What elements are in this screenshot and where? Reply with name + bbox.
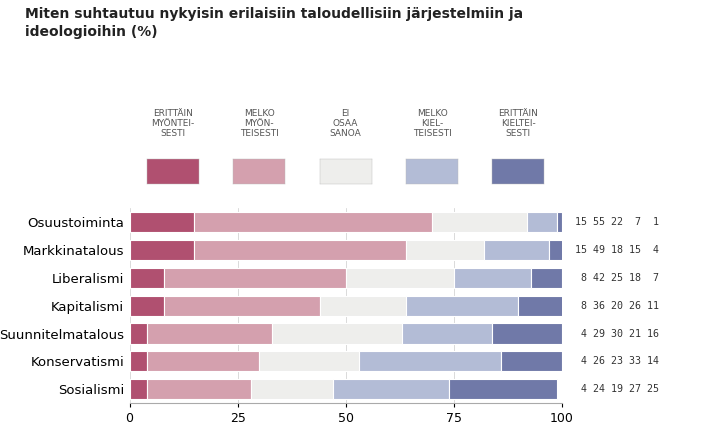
Bar — [484, 240, 549, 260]
Bar — [147, 323, 272, 343]
Text: 15 55 22  7  1: 15 55 22 7 1 — [575, 217, 659, 227]
Bar — [406, 240, 484, 260]
Bar — [194, 240, 406, 260]
Bar — [527, 212, 557, 232]
Bar — [402, 323, 492, 343]
Bar — [454, 268, 531, 288]
Text: 8 36 20 26 11: 8 36 20 26 11 — [575, 301, 659, 311]
Bar — [449, 379, 557, 399]
Bar — [531, 268, 562, 288]
Bar — [130, 212, 194, 232]
Bar — [549, 240, 566, 260]
Bar — [406, 295, 518, 316]
Bar — [272, 323, 402, 343]
Bar — [130, 379, 147, 399]
Text: 4 26 23 33 14: 4 26 23 33 14 — [575, 356, 659, 366]
Bar — [147, 351, 259, 371]
Bar — [492, 323, 562, 343]
Bar — [557, 212, 562, 232]
Text: ERITTÄIN
KIELTEI-
SESTI: ERITTÄIN KIELTEI- SESTI — [498, 109, 539, 138]
Text: ERITTÄIN
MYÖNTEI-
SESTI: ERITTÄIN MYÖNTEI- SESTI — [151, 109, 194, 138]
Bar — [130, 323, 147, 343]
Text: 4 29 30 21 16: 4 29 30 21 16 — [575, 329, 659, 338]
Text: MELKO
KIEL-
TEISESTI: MELKO KIEL- TEISESTI — [413, 109, 451, 138]
Bar — [259, 351, 359, 371]
Text: MELKO
MYÖN-
TEISESTI: MELKO MYÖN- TEISESTI — [240, 109, 279, 138]
Bar — [164, 268, 346, 288]
Text: 8 42 25 18  7: 8 42 25 18 7 — [575, 273, 659, 283]
Bar — [130, 351, 147, 371]
Bar — [346, 268, 454, 288]
Bar — [320, 295, 406, 316]
Bar — [130, 268, 164, 288]
Text: 15 49 18 15  4: 15 49 18 15 4 — [575, 245, 659, 255]
Bar — [164, 295, 320, 316]
Bar — [130, 295, 164, 316]
Bar — [359, 351, 501, 371]
Bar — [333, 379, 449, 399]
Bar — [518, 295, 566, 316]
Bar — [251, 379, 333, 399]
Bar — [130, 240, 194, 260]
Text: Miten suhtautuu nykyisin erilaisiin taloudellisiin järjestelmiin ja
ideologioihi: Miten suhtautuu nykyisin erilaisiin talo… — [25, 7, 523, 39]
Bar — [501, 351, 562, 371]
Bar — [194, 212, 432, 232]
Bar — [432, 212, 527, 232]
Bar — [147, 379, 251, 399]
Text: 4 24 19 27 25: 4 24 19 27 25 — [575, 384, 659, 394]
Text: EI
OSAA
SANOA: EI OSAA SANOA — [330, 109, 361, 138]
